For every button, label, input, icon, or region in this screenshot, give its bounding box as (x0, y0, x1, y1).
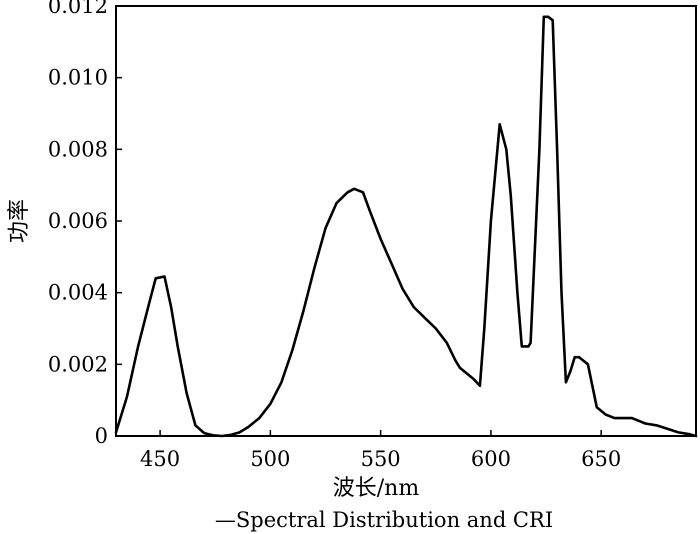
x-axis-ticks: 450 500 550 600 650 (140, 430, 621, 471)
x-tick-label: 650 (581, 447, 621, 471)
y-axis-ticks: 0 0.002 0.004 0.006 0.008 0.010 0.012 (48, 0, 122, 448)
x-tick-label: 600 (471, 447, 511, 471)
chart-caption: —Spectral Distribution and CRI (215, 508, 553, 532)
y-tick-label: 0 (95, 424, 108, 448)
y-tick-label: 0.006 (48, 209, 108, 233)
plot-frame (115, 5, 697, 437)
y-tick-label: 0.004 (48, 281, 108, 305)
y-axis-label: 功率 (7, 199, 32, 243)
y-tick-label: 0.010 (48, 66, 108, 90)
y-tick-label: 0.008 (48, 137, 108, 161)
x-axis-label: 波长/nm (333, 476, 420, 501)
y-tick-label: 0.002 (48, 352, 108, 376)
x-tick-label: 450 (140, 447, 180, 471)
x-tick-label: 500 (250, 447, 290, 471)
x-tick-label: 550 (361, 447, 401, 471)
series-line (114, 15, 698, 438)
y-tick-label: 0.012 (48, 0, 108, 18)
